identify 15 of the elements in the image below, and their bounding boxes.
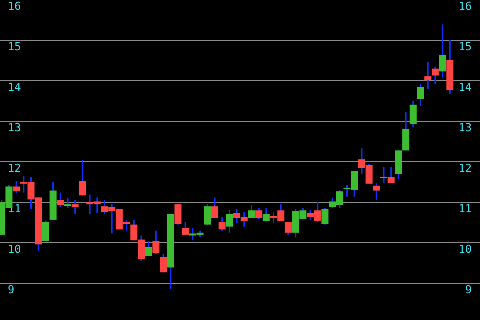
y-tick-label: 13	[8, 122, 22, 135]
y-tick-label: 16	[8, 0, 22, 13]
y-tick-label: 15	[8, 40, 22, 54]
y2-tick-label: 13	[458, 122, 472, 135]
y2-tick-label: 10	[458, 243, 472, 256]
y-tick-label: 10	[8, 243, 22, 256]
y-tick-label: 9	[8, 284, 15, 297]
y-tick-label: 12	[8, 162, 22, 176]
y2-tick-label: 11	[458, 202, 472, 216]
y2-tick-label: 9	[465, 284, 472, 297]
y2-tick-label: 12	[458, 162, 472, 176]
y2-tick-label: 14	[458, 81, 472, 94]
y2-tick-label: 16	[458, 0, 472, 13]
y-tick-label: 14	[8, 81, 22, 94]
y2-tick-label: 15	[458, 40, 472, 54]
